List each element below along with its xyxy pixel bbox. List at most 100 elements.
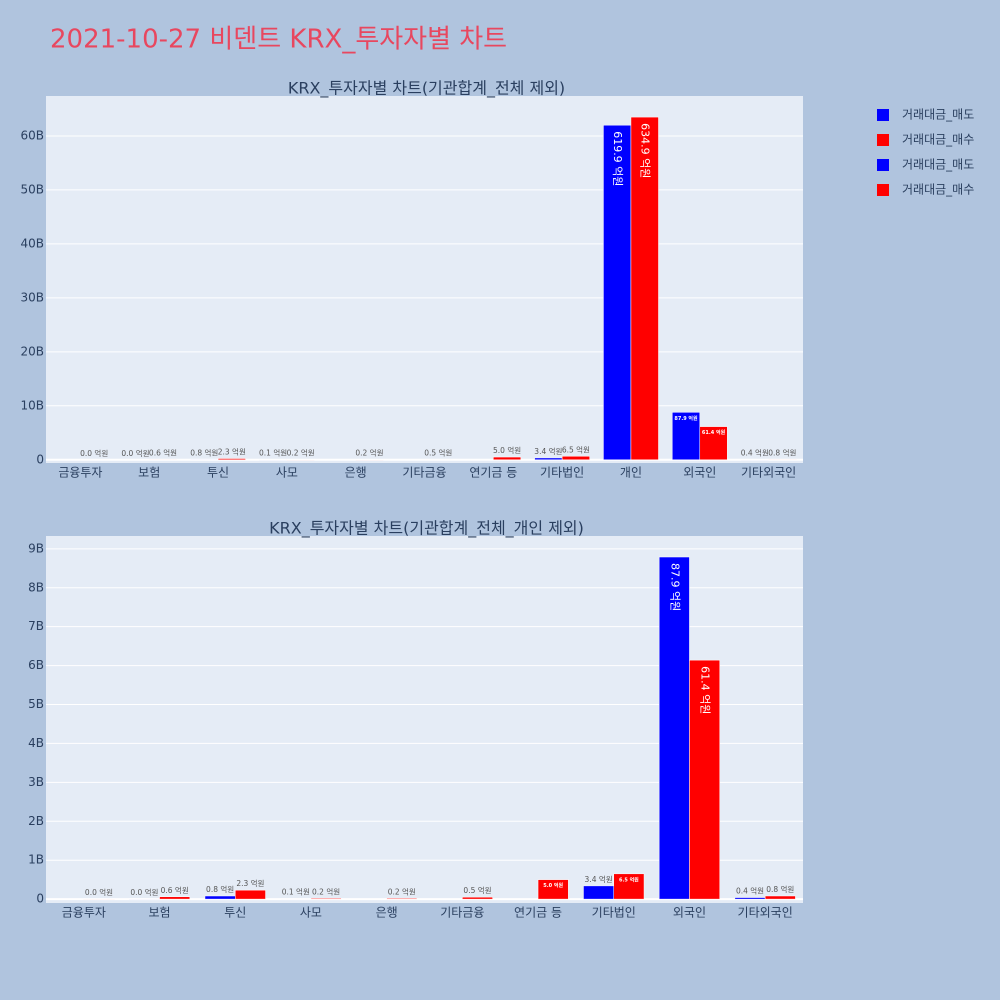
chart-title: KRX_투자자별 차트(기관합계_전체_개인 제외) <box>269 519 584 539</box>
value-label: 0.4 억원 <box>736 887 764 896</box>
bar <box>493 456 522 461</box>
value-label: 0.0 억원 <box>80 449 108 458</box>
value-label: 3.4 억원 <box>534 447 562 456</box>
x-tick-label: 은행 <box>376 905 398 920</box>
bar <box>80 459 109 461</box>
value-label: 0.8 억원 <box>206 885 234 894</box>
x-tick-label: 기타법인 <box>540 466 584 480</box>
x-tick-label: 기타금융 <box>402 466 446 480</box>
value-label: 0.1 억원 <box>282 888 310 897</box>
bar <box>217 458 246 461</box>
bar <box>561 456 590 461</box>
value-label: 619.9 억원 <box>611 131 624 186</box>
bar <box>386 898 418 900</box>
bar <box>235 889 266 900</box>
legend-swatch <box>877 134 889 146</box>
y-tick-label: 1B <box>28 853 44 867</box>
value-label: 3.4 억원 <box>585 875 613 884</box>
bar <box>462 896 493 900</box>
bar <box>83 898 115 900</box>
x-tick-label: 사모 <box>276 466 298 480</box>
bar <box>148 459 178 461</box>
value-label: 5.0 억원 <box>493 446 521 455</box>
bar <box>583 885 614 900</box>
value-label: 2.3 억원 <box>218 448 246 457</box>
value-label: 0.4 억원 <box>741 449 769 458</box>
x-tick-label: 외국인 <box>673 906 706 920</box>
value-label: 6.5 억원 <box>562 445 590 454</box>
y-tick-label: 9B <box>28 541 44 555</box>
value-label: 0.5 억원 <box>424 448 452 457</box>
x-tick-label: 보험 <box>149 906 171 920</box>
y-tick-label: 20B <box>20 344 44 358</box>
value-label: 0.8 억원 <box>190 448 218 457</box>
bar <box>259 459 288 461</box>
value-label: 87.9 억원 <box>674 415 698 422</box>
x-tick-label: 투신 <box>224 906 246 920</box>
bar <box>190 459 219 461</box>
y-tick-label: 0 <box>36 892 44 906</box>
y-tick-label: 2B <box>28 814 44 828</box>
x-tick-label: 외국인 <box>683 466 716 480</box>
value-label: 5.0 억원 <box>543 882 563 889</box>
x-tick-label: 기타법인 <box>592 906 636 920</box>
bar <box>671 412 701 461</box>
bar <box>286 459 315 461</box>
bar <box>613 873 645 900</box>
bar <box>689 659 720 900</box>
value-label: 0.8 억원 <box>766 885 794 894</box>
x-tick-label: 연기금 등 <box>514 906 562 920</box>
value-label: 0.0 억원 <box>130 888 158 897</box>
value-label: 0.8 억원 <box>768 448 796 457</box>
value-label: 0.2 억원 <box>355 449 383 458</box>
page-title: 2021-10-27 비덴트 KRX_투자자별 차트 <box>50 25 507 55</box>
value-label: 87.9 억원 <box>668 563 681 611</box>
value-label: 0.0 억원 <box>121 449 149 458</box>
x-tick-label: 연기금 등 <box>469 466 517 480</box>
bar <box>764 895 796 900</box>
legend-label: 거래대금_매도 <box>902 108 974 122</box>
y-tick-label: 10B <box>20 398 44 412</box>
bar <box>630 116 659 461</box>
x-tick-label: 기타금융 <box>440 906 484 920</box>
value-label: 2.3 억원 <box>236 879 264 888</box>
value-label: 0.1 억원 <box>259 449 287 458</box>
bar <box>658 556 690 900</box>
y-tick-label: 8B <box>28 580 44 594</box>
y-tick-label: 3B <box>28 775 44 789</box>
bar <box>699 426 728 461</box>
value-label: 0.2 억원 <box>287 449 315 458</box>
y-tick-label: 4B <box>28 736 44 750</box>
bar <box>734 897 766 900</box>
y-tick-label: 5B <box>28 697 44 711</box>
x-tick-label: 금융투자 <box>58 466 102 480</box>
y-tick-label: 7B <box>28 619 44 633</box>
value-label: 0.6 억원 <box>149 448 177 457</box>
x-tick-label: 기타외국인 <box>738 906 793 920</box>
bar <box>768 459 797 461</box>
bar <box>424 459 453 461</box>
x-tick-label: 개인 <box>620 466 642 480</box>
bar <box>204 895 236 900</box>
legend-swatch <box>877 159 889 171</box>
bar <box>121 459 150 461</box>
legend-swatch <box>877 109 889 121</box>
x-tick-label: 금융투자 <box>62 906 106 920</box>
plot-area <box>46 96 803 463</box>
value-label: 61.4 억원 <box>699 666 712 714</box>
x-tick-label: 은행 <box>345 465 367 480</box>
y-tick-label: 30B <box>20 290 44 304</box>
value-label: 0.0 억원 <box>85 888 113 897</box>
value-label: 61.4 억원 <box>702 429 726 436</box>
chart-title: KRX_투자자별 차트(기관합계_전체 제외) <box>288 79 565 99</box>
legend-label: 거래대금_매수 <box>902 133 974 147</box>
bar <box>310 898 342 900</box>
bar <box>159 896 191 900</box>
value-label: 0.2 억원 <box>388 887 416 896</box>
x-tick-label: 사모 <box>300 906 322 920</box>
value-label: 634.9 억원 <box>639 123 652 178</box>
y-tick-label: 50B <box>20 182 44 196</box>
legend-swatch <box>877 184 889 196</box>
bar <box>355 459 384 461</box>
